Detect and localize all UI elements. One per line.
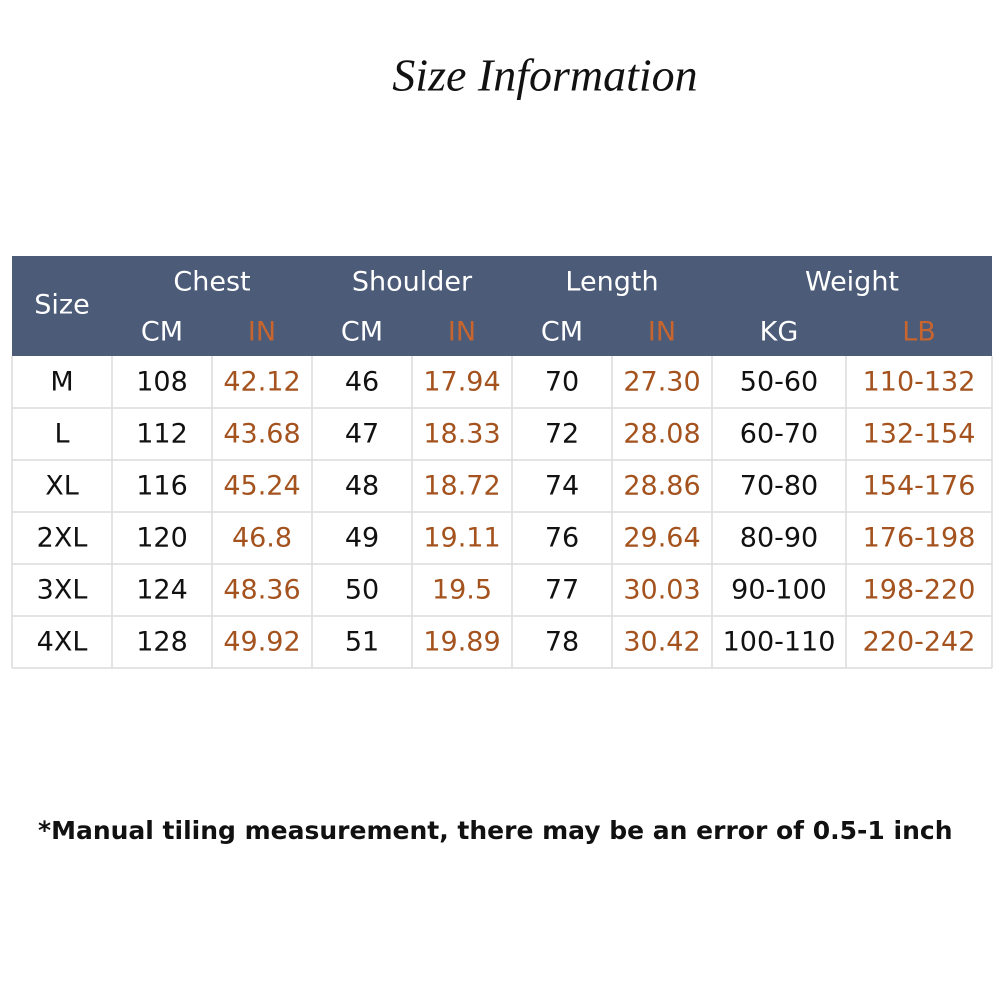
cell: 4XL xyxy=(37,627,88,658)
cell: 100-110 xyxy=(723,627,836,658)
cell: 116 xyxy=(136,471,188,502)
cell: 70-80 xyxy=(740,471,818,502)
unit-header: KG xyxy=(760,317,799,348)
cell: 18.33 xyxy=(423,419,500,450)
cell: 70 xyxy=(545,367,579,398)
cell: 49.92 xyxy=(223,627,300,658)
cell: 48.36 xyxy=(223,575,300,606)
cell: 74 xyxy=(545,471,579,502)
cell: 50-60 xyxy=(740,367,818,398)
footnote: *Manual tiling measurement, there may be… xyxy=(38,816,953,845)
cell: 78 xyxy=(545,627,579,658)
cell: 28.86 xyxy=(623,471,700,502)
cell: 47 xyxy=(345,419,379,450)
cell: 128 xyxy=(136,627,188,658)
cell: 49 xyxy=(345,523,379,554)
cell: L xyxy=(54,419,69,450)
group-header: Length xyxy=(565,267,658,298)
group-header: Weight xyxy=(805,267,899,298)
cell: 112 xyxy=(136,419,188,450)
cell: 17.94 xyxy=(423,367,500,398)
cell: 198-220 xyxy=(863,575,976,606)
unit-header: LB xyxy=(902,317,936,348)
cell: 43.68 xyxy=(223,419,300,450)
cell: 27.30 xyxy=(623,367,700,398)
unit-header: IN xyxy=(248,317,276,348)
unit-header: IN xyxy=(448,317,476,348)
cell: 46 xyxy=(345,367,379,398)
cell: 42.12 xyxy=(223,367,300,398)
cell: 76 xyxy=(545,523,579,554)
cell: 80-90 xyxy=(740,523,818,554)
cell: 60-70 xyxy=(740,419,818,450)
cell: 72 xyxy=(545,419,579,450)
cell: 120 xyxy=(136,523,188,554)
group-header: Shoulder xyxy=(352,267,473,298)
cell: 46.8 xyxy=(232,523,292,554)
unit-header: CM xyxy=(541,317,583,348)
cell: 45.24 xyxy=(223,471,300,502)
title: Size Information xyxy=(392,50,697,101)
cell: 77 xyxy=(545,575,579,606)
table-header xyxy=(12,256,992,356)
unit-header: CM xyxy=(341,317,383,348)
cell: 19.11 xyxy=(423,523,500,554)
cell: 176-198 xyxy=(863,523,976,554)
cell: 29.64 xyxy=(623,523,700,554)
cell: 110-132 xyxy=(863,367,976,398)
size-header: Size xyxy=(34,290,89,321)
cell: 28.08 xyxy=(623,419,700,450)
cell: M xyxy=(50,367,73,398)
cell: 220-242 xyxy=(863,627,976,658)
unit-header: CM xyxy=(141,317,183,348)
cell: 48 xyxy=(345,471,379,502)
cell: 108 xyxy=(136,367,188,398)
cell: 2XL xyxy=(37,523,88,554)
cell: 19.89 xyxy=(423,627,500,658)
cell: 30.03 xyxy=(623,575,700,606)
cell: 30.42 xyxy=(623,627,700,658)
cell: 3XL xyxy=(37,575,88,606)
cell: 19.5 xyxy=(432,575,492,606)
group-header: Chest xyxy=(173,267,250,298)
cell: 124 xyxy=(136,575,188,606)
unit-header: IN xyxy=(648,317,676,348)
cell: 154-176 xyxy=(863,471,976,502)
cell: 50 xyxy=(345,575,379,606)
cell: 90-100 xyxy=(731,575,827,606)
cell: XL xyxy=(45,471,79,502)
cell: 132-154 xyxy=(863,419,976,450)
cell: 18.72 xyxy=(423,471,500,502)
cell: 51 xyxy=(345,627,379,658)
